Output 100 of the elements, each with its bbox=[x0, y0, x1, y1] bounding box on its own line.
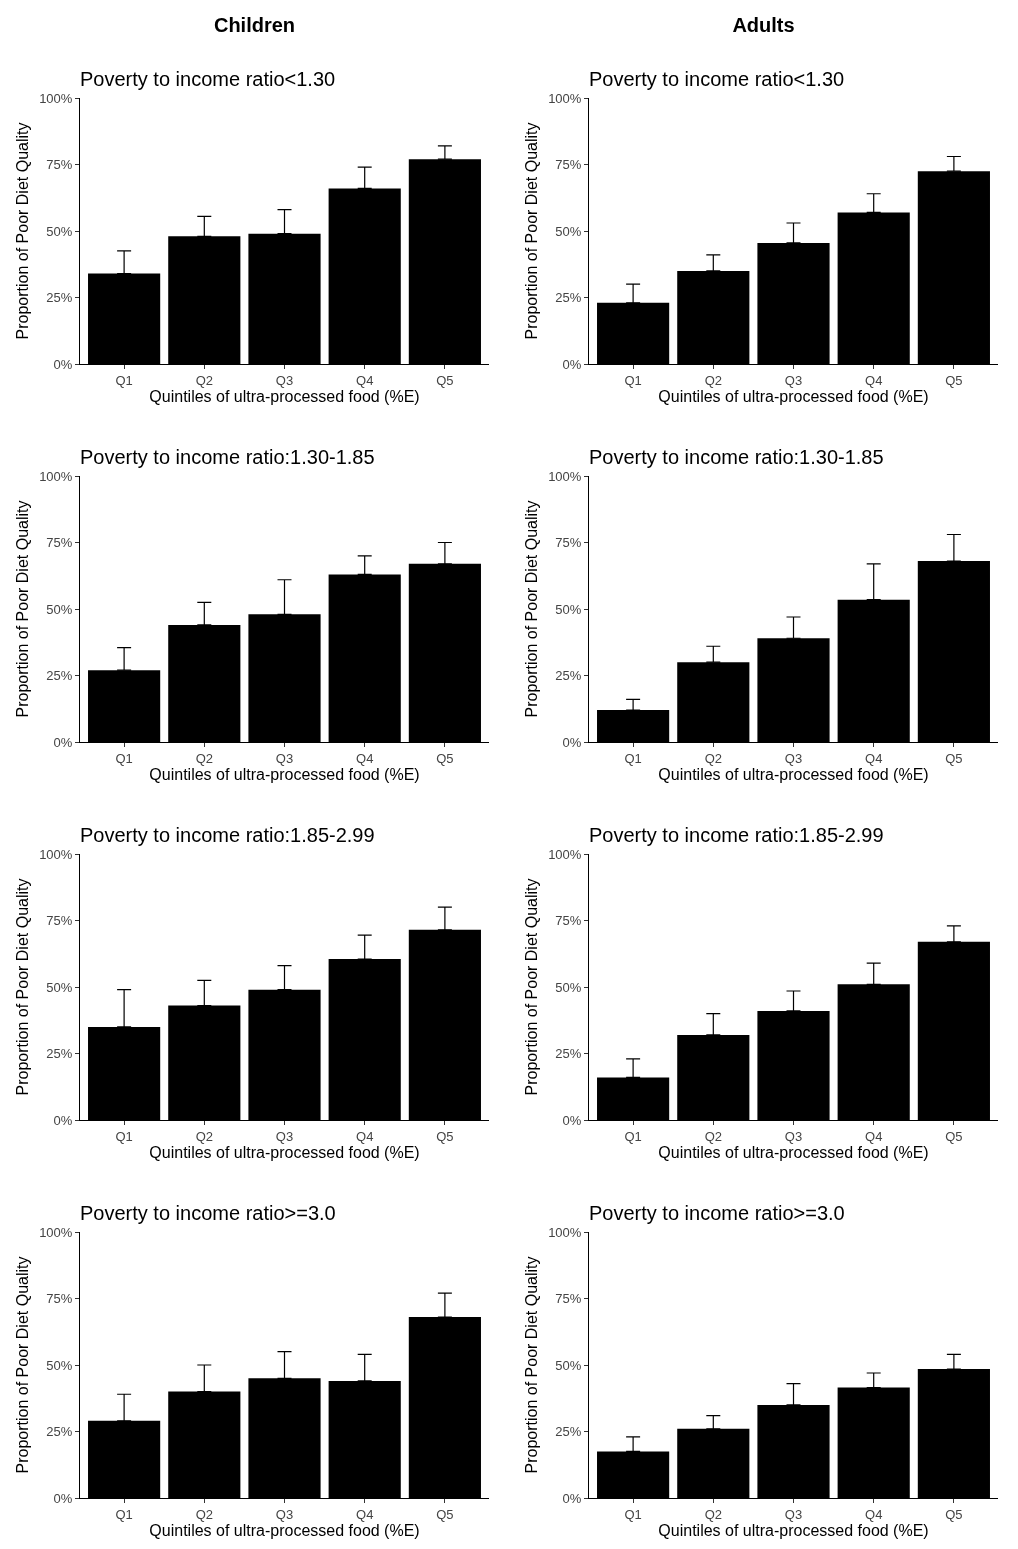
y-tick-label: 25% bbox=[46, 290, 73, 306]
y-axis-title: Proportion of Poor Diet Quality bbox=[14, 878, 32, 1096]
x-tick-label: Q4 bbox=[865, 750, 883, 766]
y-tick-label: 100% bbox=[548, 468, 582, 484]
x-axis-title: Quintiles of ultra-processed food (%E) bbox=[658, 1144, 929, 1162]
x-tick-label: Q1 bbox=[624, 750, 642, 766]
x-tick-label: Q3 bbox=[275, 1506, 294, 1522]
chart-title: Poverty to income ratio:1.85-2.99 bbox=[589, 824, 884, 846]
x-tick-label: Q3 bbox=[784, 1128, 803, 1144]
y-tick-label: 0% bbox=[562, 356, 582, 372]
y-tick-label: 100% bbox=[39, 468, 73, 484]
x-tick-label: Q3 bbox=[275, 372, 294, 388]
x-tick-label: Q5 bbox=[945, 372, 963, 388]
x-axis-title: Quintiles of ultra-processed food (%E) bbox=[149, 766, 420, 784]
y-tick-label: 0% bbox=[53, 356, 73, 372]
x-tick-label: Q1 bbox=[624, 1506, 642, 1522]
y-tick-label: 100% bbox=[39, 90, 73, 106]
y-axis-title: Proportion of Poor Diet Quality bbox=[523, 1256, 541, 1474]
x-tick-label: Q4 bbox=[865, 372, 883, 388]
x-tick-label: Q5 bbox=[436, 750, 454, 766]
x-tick-label: Q2 bbox=[704, 372, 722, 388]
y-axis-title: Proportion of Poor Diet Quality bbox=[523, 878, 541, 1096]
x-tick-label: Q2 bbox=[195, 1128, 213, 1144]
x-tick-label: Q3 bbox=[784, 1506, 803, 1522]
x-tick-label: Q1 bbox=[115, 372, 133, 388]
x-tick-label: Q4 bbox=[356, 1128, 374, 1144]
x-axis-title: Quintiles of ultra-processed food (%E) bbox=[149, 1522, 420, 1540]
x-tick-label: Q4 bbox=[356, 372, 374, 388]
y-tick-label: 75% bbox=[555, 1291, 582, 1307]
x-tick-label: Q1 bbox=[624, 1128, 642, 1144]
x-tick-label: Q5 bbox=[436, 1128, 454, 1144]
chart-title: Poverty to income ratio:1.30-1.85 bbox=[589, 446, 884, 468]
y-tick-label: 100% bbox=[548, 846, 582, 862]
x-tick-label: Q1 bbox=[115, 1506, 133, 1522]
y-tick-label: 0% bbox=[53, 734, 73, 750]
x-tick-label: Q4 bbox=[356, 1506, 374, 1522]
y-tick-label: 25% bbox=[555, 1424, 582, 1440]
y-tick-label: 25% bbox=[46, 1046, 73, 1062]
x-axis-title: Quintiles of ultra-processed food (%E) bbox=[149, 1144, 420, 1162]
y-tick-label: 75% bbox=[555, 913, 582, 929]
y-tick-label: 75% bbox=[46, 913, 73, 929]
x-tick-label: Q2 bbox=[195, 1506, 213, 1522]
x-tick-label: Q2 bbox=[195, 750, 213, 766]
y-tick-label: 25% bbox=[46, 668, 73, 684]
x-tick-label: Q3 bbox=[784, 750, 803, 766]
y-tick-label: 50% bbox=[46, 1357, 73, 1373]
y-tick-label: 50% bbox=[46, 223, 73, 239]
y-tick-label: 100% bbox=[39, 846, 73, 862]
x-tick-label: Q3 bbox=[275, 750, 294, 766]
y-tick-label: 50% bbox=[555, 979, 582, 995]
x-tick-label: Q5 bbox=[945, 750, 963, 766]
x-tick-label: Q1 bbox=[115, 750, 133, 766]
x-tick-label: Q1 bbox=[624, 372, 642, 388]
x-axis-title: Quintiles of ultra-processed food (%E) bbox=[658, 766, 929, 784]
chart-title: Poverty to income ratio<1.30 bbox=[80, 68, 336, 90]
x-axis-title: Quintiles of ultra-processed food (%E) bbox=[149, 388, 420, 406]
x-tick-label: Q5 bbox=[945, 1128, 963, 1144]
x-tick-label: Q1 bbox=[115, 1128, 133, 1144]
y-tick-label: 100% bbox=[548, 90, 582, 106]
x-tick-label: Q4 bbox=[865, 1506, 883, 1522]
y-tick-label: 0% bbox=[53, 1112, 73, 1128]
y-tick-label: 25% bbox=[555, 668, 582, 684]
x-axis-title: Quintiles of ultra-processed food (%E) bbox=[658, 1522, 929, 1540]
x-tick-label: Q5 bbox=[436, 1506, 454, 1522]
y-tick-label: 50% bbox=[46, 601, 73, 617]
y-tick-label: 75% bbox=[555, 157, 582, 173]
y-tick-label: 25% bbox=[555, 1046, 582, 1062]
y-tick-label: 0% bbox=[53, 1490, 73, 1506]
y-tick-label: 0% bbox=[562, 734, 582, 750]
y-tick-label: 75% bbox=[46, 157, 73, 173]
x-tick-label: Q3 bbox=[784, 372, 803, 388]
y-axis-title: Proportion of Poor Diet Quality bbox=[14, 1256, 32, 1474]
x-tick-label: Q2 bbox=[704, 750, 722, 766]
y-tick-label: 75% bbox=[46, 1291, 73, 1307]
x-tick-label: Q3 bbox=[275, 1128, 294, 1144]
chart-title: Poverty to income ratio<1.30 bbox=[589, 68, 845, 90]
y-axis-title: Proportion of Poor Diet Quality bbox=[523, 500, 541, 718]
y-tick-label: 75% bbox=[46, 535, 73, 551]
y-tick-label: 50% bbox=[555, 223, 582, 239]
chart-title: Poverty to income ratio>=3.0 bbox=[589, 1202, 845, 1224]
text: Adults bbox=[732, 13, 795, 38]
y-tick-label: 0% bbox=[562, 1112, 582, 1128]
y-tick-label: 50% bbox=[46, 979, 73, 995]
y-axis-title: Proportion of Poor Diet Quality bbox=[523, 122, 541, 340]
y-tick-label: 50% bbox=[555, 601, 582, 617]
y-tick-label: 0% bbox=[562, 1490, 582, 1506]
x-tick-label: Q2 bbox=[704, 1506, 722, 1522]
y-tick-label: 25% bbox=[555, 290, 582, 306]
x-axis-title: Quintiles of ultra-processed food (%E) bbox=[658, 388, 929, 406]
x-tick-label: Q4 bbox=[356, 750, 374, 766]
y-tick-label: 25% bbox=[46, 1424, 73, 1440]
x-tick-label: Q4 bbox=[865, 1128, 883, 1144]
text: Children bbox=[213, 13, 296, 38]
y-tick-label: 75% bbox=[555, 535, 582, 551]
chart-title: Poverty to income ratio:1.85-2.99 bbox=[80, 824, 375, 846]
x-tick-label: Q2 bbox=[195, 372, 213, 388]
y-axis-title: Proportion of Poor Diet Quality bbox=[14, 122, 32, 340]
y-tick-label: 50% bbox=[555, 1357, 582, 1373]
x-tick-label: Q5 bbox=[945, 1506, 963, 1522]
x-tick-label: Q2 bbox=[704, 1128, 722, 1144]
